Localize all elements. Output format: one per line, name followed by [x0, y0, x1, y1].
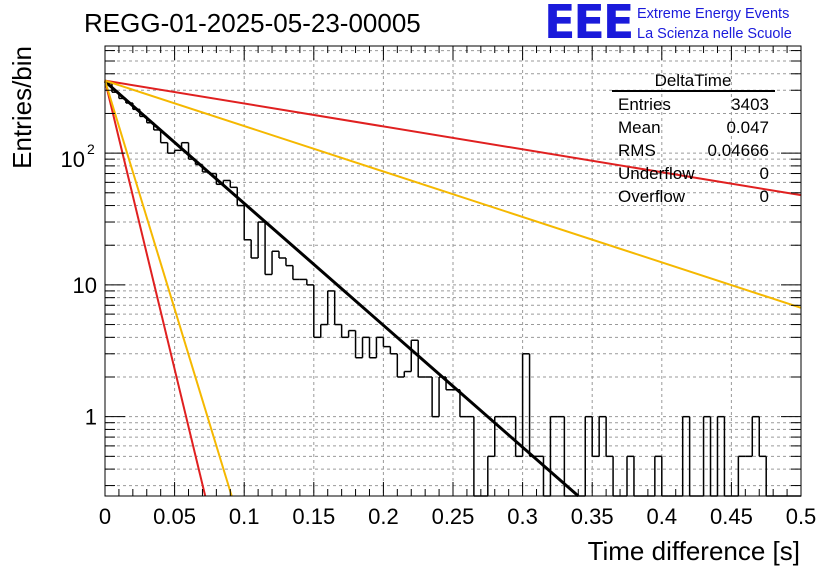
x-axis-label: Time difference [s]: [588, 536, 800, 566]
stats-value-overflow: 0: [760, 187, 769, 206]
y-tick-label: 1: [85, 405, 97, 430]
x-tick-label: 0.5: [786, 504, 817, 529]
fit-line: [104, 80, 207, 497]
histogram: [105, 82, 801, 497]
fit-line: [104, 79, 802, 309]
stats-value-underflow: 0: [760, 164, 769, 183]
stats-label-rms: RMS: [618, 141, 656, 160]
fit-line: [104, 80, 580, 498]
x-tick-label: 0.4: [647, 504, 678, 529]
x-tick-label: 0.45: [710, 504, 753, 529]
eee-logo: EEE: [544, 0, 632, 49]
chart-title: REGG-01-2025-05-23-00005: [84, 8, 421, 38]
stats-label-overflow: Overflow: [618, 187, 686, 206]
stats-label-mean: Mean: [618, 118, 661, 137]
stats-label-underflow: Underflow: [618, 164, 695, 183]
y-axis-label: Entries/bin: [7, 46, 37, 169]
stats-label-entries: Entries: [618, 95, 671, 114]
stats-title: DeltaTime: [655, 71, 732, 90]
y-tick-label: 10: [73, 273, 97, 298]
fit-line: [104, 80, 233, 497]
fit-line: [104, 79, 802, 197]
ticks: 0 0.05 0.1 0.15 0.2 0.25 0.3 0.35 0.4 0.45 0.5 1 10 1…: [61, 46, 817, 529]
y-tick-label: 10: [61, 147, 85, 172]
x-tick-label: 0.3: [507, 504, 538, 529]
x-tick-label: 0.25: [432, 504, 475, 529]
x-tick-label: 0.05: [153, 504, 196, 529]
stats-value-rms: 0.04666: [708, 141, 769, 160]
stats-value-mean: 0.047: [726, 118, 769, 137]
stats-value-entries: 3403: [731, 95, 769, 114]
fit-lines: [104, 79, 802, 498]
logo-line-1: Extreme Energy Events: [637, 6, 789, 22]
stats-box: DeltaTime Entries 3403 Mean 0.047 RMS 0.…: [612, 71, 775, 206]
x-tick-label: 0.35: [571, 504, 614, 529]
logo-line-2: La Scienza nelle Scuole: [637, 26, 792, 42]
x-tick-label: 0.15: [292, 504, 335, 529]
grid: [105, 46, 801, 496]
x-tick-label: 0: [99, 504, 111, 529]
x-tick-label: 0.1: [229, 504, 260, 529]
y-tick-exponent: 2: [87, 141, 95, 157]
x-tick-label: 0.2: [368, 504, 399, 529]
